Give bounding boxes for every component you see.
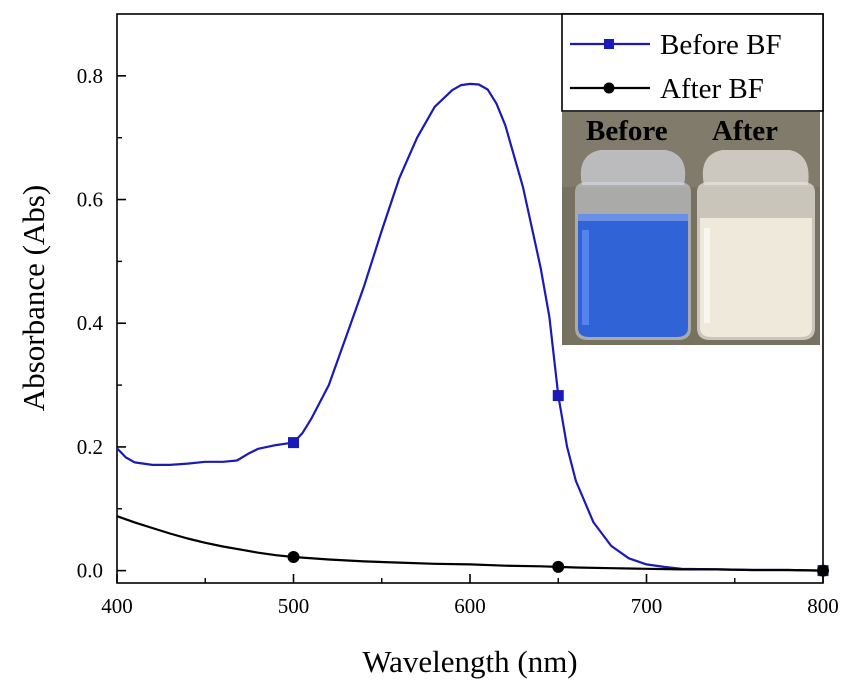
x-tick-label: 600 <box>454 594 486 618</box>
inset-photo: Before After <box>562 112 820 345</box>
y-tick-label: 0.8 <box>77 64 103 88</box>
y-axis-title: Absorbance (Abs) <box>16 185 51 411</box>
after-liquid <box>700 218 812 337</box>
data-point-after <box>552 560 565 573</box>
y-tick-label: 0.4 <box>77 311 104 335</box>
legend-label-after: After BF <box>660 73 764 105</box>
legend-marker-after <box>603 82 615 94</box>
data-point-after <box>287 551 300 564</box>
before-bottle <box>575 150 691 340</box>
legend-box <box>561 13 824 112</box>
series-line-after <box>116 515 824 572</box>
before-liquid-surface <box>578 214 688 221</box>
series-line-before <box>116 82 824 572</box>
x-axis-title: Wavelength (nm) <box>362 644 577 679</box>
data-point-before <box>552 390 564 402</box>
legend-marker-before <box>604 39 614 49</box>
before-liquid <box>578 218 688 337</box>
x-tick-label: 800 <box>807 594 839 618</box>
data-point-after <box>817 564 829 577</box>
x-tick-label: 700 <box>631 594 663 618</box>
x-tick-label: 400 <box>101 594 133 618</box>
legend: Before BF After BF <box>561 13 824 112</box>
legend-label-before: Before BF <box>660 29 782 61</box>
after-glass-highlight <box>704 228 710 323</box>
photo-label-before: Before <box>586 115 668 147</box>
before-bottle-neck <box>580 150 686 185</box>
after-bottle <box>697 150 815 340</box>
y-tick-label: 0.0 <box>77 559 103 583</box>
before-glass-highlight <box>582 230 589 325</box>
y-tick-label: 0.6 <box>77 188 103 212</box>
photo-label-after: After <box>712 115 778 147</box>
x-tick-label: 500 <box>278 594 310 618</box>
after-bottle-neck <box>702 150 809 185</box>
data-point-before <box>288 437 299 449</box>
axes: 400 500 600 700 800 0.0 0.2 0.4 0.6 0.8 <box>77 64 839 618</box>
y-tick-label: 0.2 <box>77 435 103 459</box>
series-group <box>116 82 829 577</box>
